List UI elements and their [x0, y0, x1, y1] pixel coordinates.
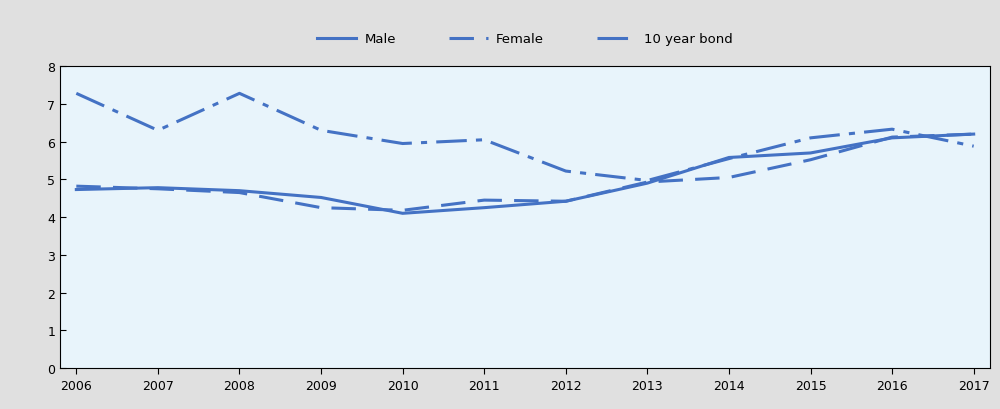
Legend: Male, Female, 10 year bond: Male, Female, 10 year bond: [312, 28, 738, 52]
